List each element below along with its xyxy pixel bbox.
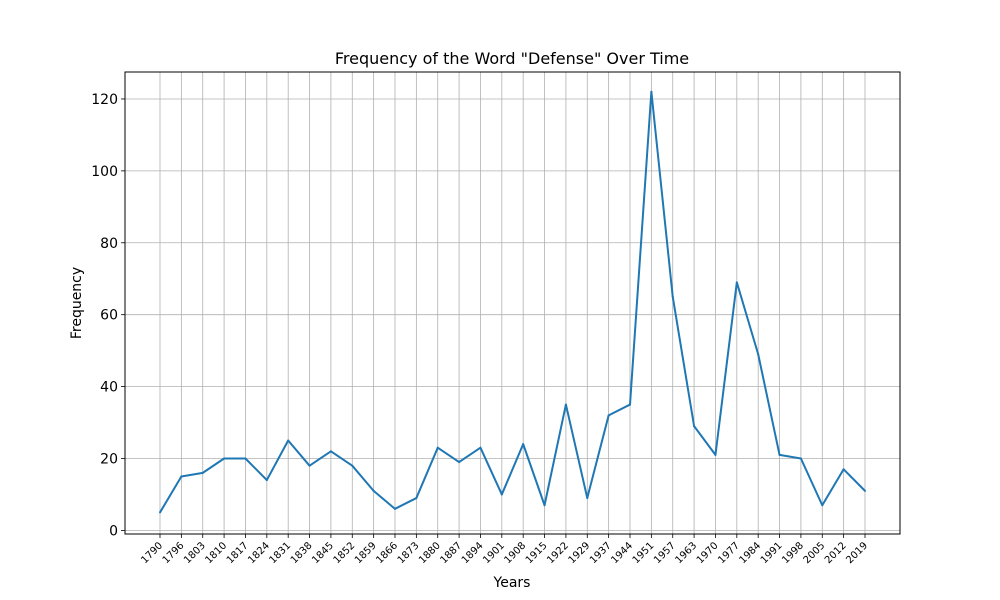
data-point	[223, 457, 226, 460]
data-point	[180, 475, 183, 478]
data-point	[458, 461, 461, 464]
data-point	[757, 353, 760, 356]
data-point	[500, 493, 503, 496]
data-point	[372, 489, 375, 492]
series-line	[159, 90, 866, 513]
data-point	[799, 457, 802, 460]
plot-area	[125, 72, 900, 534]
y-axis-ticks: 0 20 40 60 80 100 120	[91, 92, 125, 539]
data-point	[735, 281, 738, 284]
data-point	[671, 295, 674, 298]
data-point	[864, 489, 866, 492]
data-point	[159, 511, 161, 514]
y-tick-label: 120	[91, 92, 118, 108]
data-point	[308, 464, 311, 467]
data-point	[693, 425, 696, 428]
data-point	[415, 497, 418, 500]
y-axis-title: Frequency	[69, 267, 85, 339]
data-point	[543, 504, 546, 507]
data-point	[586, 497, 589, 500]
data-point	[201, 471, 204, 474]
data-point	[650, 90, 653, 93]
y-tick-label: 40	[100, 380, 118, 396]
data-point	[329, 450, 332, 453]
data-point	[842, 468, 845, 471]
data-point	[287, 439, 290, 442]
y-tick-label: 0	[109, 523, 118, 539]
data-point	[522, 443, 525, 446]
data-point	[607, 414, 610, 417]
data-point	[265, 479, 268, 482]
plot-frame	[124, 71, 901, 535]
data-point	[436, 446, 439, 449]
data-point	[778, 453, 781, 456]
y-tick-label: 20	[100, 451, 118, 467]
data-point	[351, 464, 354, 467]
series-group	[159, 90, 866, 514]
data-point	[244, 457, 247, 460]
x-axis-title: Years	[493, 575, 531, 591]
data-point	[564, 403, 567, 406]
y-gridlines	[125, 98, 900, 531]
data-point	[629, 403, 631, 406]
y-tick-label: 60	[100, 308, 118, 324]
chart-title: Frequency of the Word "Defense" Over Tim…	[335, 49, 689, 68]
data-point	[821, 504, 824, 507]
y-tick-label: 100	[91, 164, 118, 180]
data-point	[394, 507, 396, 510]
y-tick-label: 80	[100, 236, 118, 252]
data-point	[714, 453, 717, 456]
data-point	[479, 446, 482, 449]
x-gridlines	[159, 72, 866, 534]
